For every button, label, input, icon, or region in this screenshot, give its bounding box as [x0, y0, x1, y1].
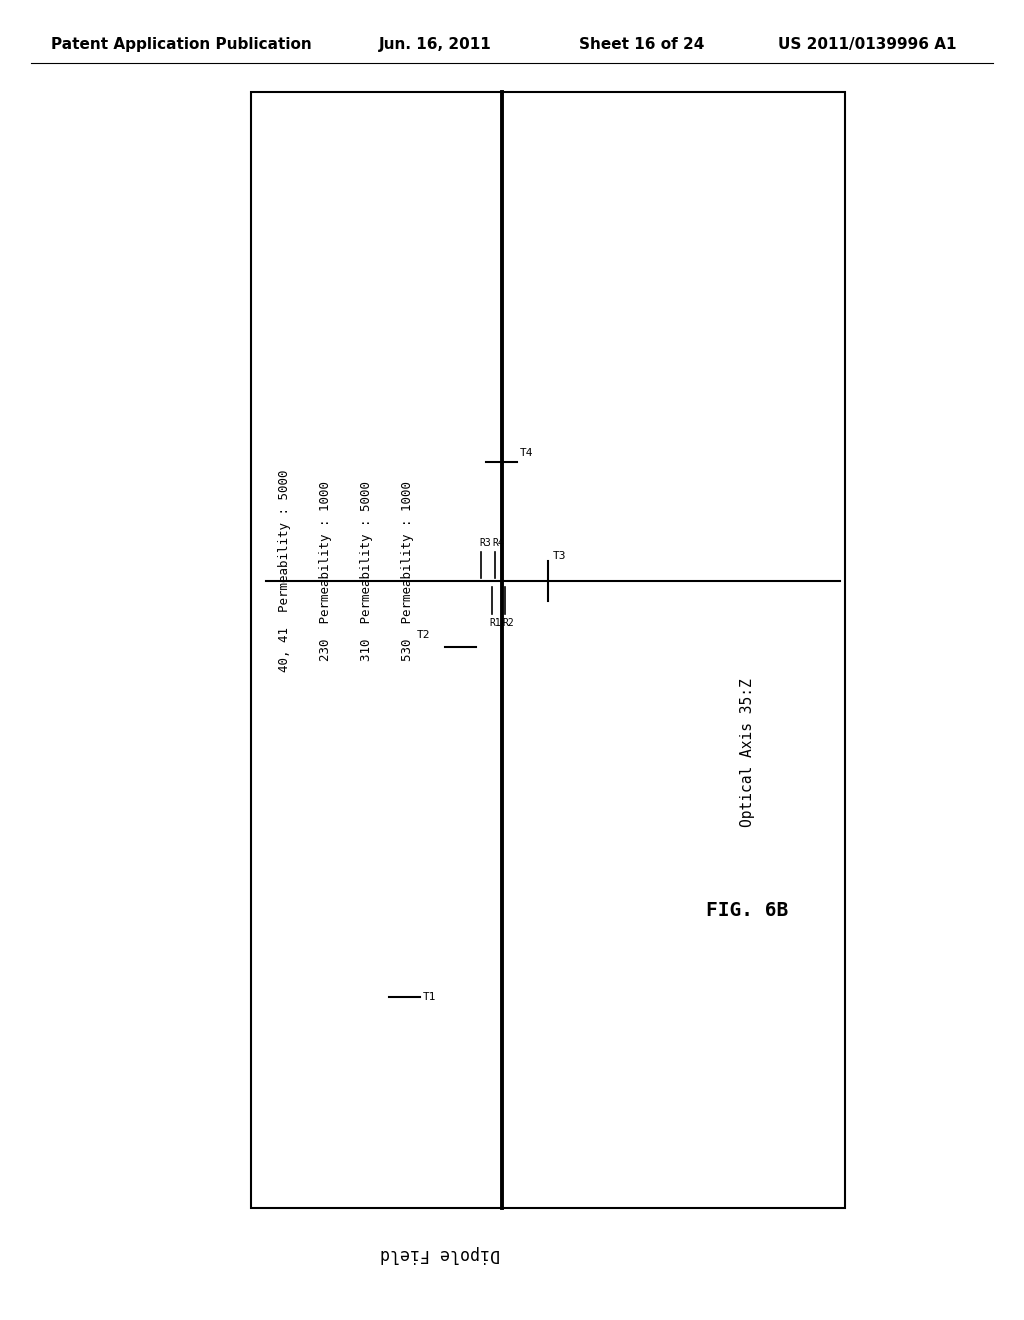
Text: Patent Application Publication: Patent Application Publication [51, 37, 312, 53]
Text: Dipole Field: Dipole Field [380, 1245, 501, 1263]
Text: US 2011/0139996 A1: US 2011/0139996 A1 [778, 37, 956, 53]
Text: Sheet 16 of 24: Sheet 16 of 24 [579, 37, 703, 53]
Text: T2: T2 [417, 630, 430, 640]
Text: T3: T3 [553, 550, 566, 561]
Text: 230  Permeability : 1000: 230 Permeability : 1000 [319, 480, 332, 661]
Text: R3: R3 [479, 537, 490, 548]
Text: R1: R1 [489, 618, 501, 628]
Text: Optical Axis 35:Z: Optical Axis 35:Z [740, 678, 755, 826]
Text: 40, 41  Permeability : 5000: 40, 41 Permeability : 5000 [279, 470, 291, 672]
Bar [251, 92, 845, 1208]
Text: Jun. 16, 2011: Jun. 16, 2011 [379, 37, 492, 53]
Text: R4: R4 [493, 537, 504, 548]
Text: FIG. 6B: FIG. 6B [707, 902, 788, 920]
Text: T4: T4 [520, 447, 534, 458]
Text: 310  Permeability : 5000: 310 Permeability : 5000 [360, 480, 373, 661]
Text: 530  Permeability : 1000: 530 Permeability : 1000 [401, 480, 414, 661]
Text: T1: T1 [423, 991, 436, 1002]
Text: R2: R2 [503, 618, 514, 628]
